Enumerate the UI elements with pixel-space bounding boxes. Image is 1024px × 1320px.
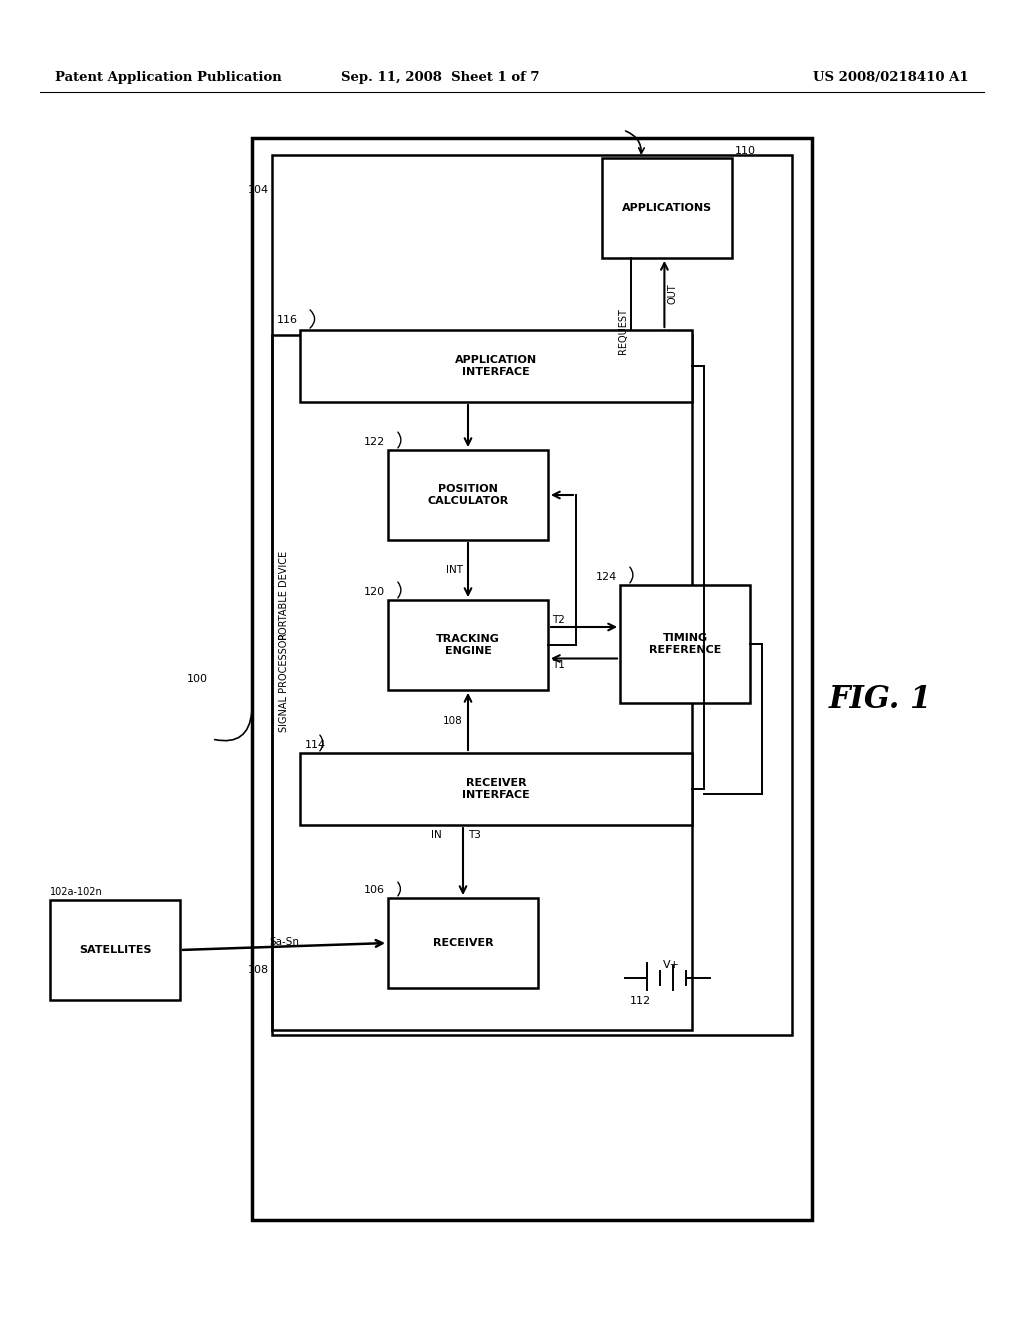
Bar [388,601,548,690]
Text: V+: V+ [663,960,680,970]
Text: PORTABLE DEVICE: PORTABLE DEVICE [279,550,289,640]
Text: 106: 106 [364,884,385,895]
Bar [300,752,692,825]
Text: US 2008/0218410 A1: US 2008/0218410 A1 [813,71,969,84]
Bar [272,335,692,1030]
Text: T2: T2 [552,615,565,624]
Text: SATELLITES: SATELLITES [79,945,152,954]
Bar [620,585,750,704]
Bar [272,154,792,1035]
Text: 104: 104 [248,185,269,195]
Bar [252,139,812,1220]
Text: RECEIVER
INTERFACE: RECEIVER INTERFACE [462,779,529,800]
Text: 112: 112 [630,997,651,1006]
Text: T1: T1 [552,660,565,671]
Text: T3: T3 [468,830,481,840]
Text: 122: 122 [364,437,385,447]
Text: 124: 124 [596,572,617,582]
Text: 100: 100 [186,675,208,684]
Text: 110: 110 [735,147,756,156]
Text: Sep. 11, 2008  Sheet 1 of 7: Sep. 11, 2008 Sheet 1 of 7 [341,71,540,84]
Bar [50,900,180,1001]
Text: APPLICATIONS: APPLICATIONS [622,203,712,213]
Text: 108: 108 [443,717,463,726]
Text: INT: INT [446,565,463,576]
Text: 116: 116 [278,315,298,325]
Bar [388,898,538,987]
Bar [388,450,548,540]
Text: 108: 108 [248,965,269,975]
Text: 102a-102n: 102a-102n [50,887,102,898]
Text: TRACKING
ENGINE: TRACKING ENGINE [436,634,500,656]
Text: SIGNAL PROCESSOR: SIGNAL PROCESSOR [279,632,289,733]
Bar [602,158,732,257]
Text: Sa-Sn: Sa-Sn [269,937,299,946]
Text: POSITION
CALCULATOR: POSITION CALCULATOR [427,484,509,506]
Text: IN: IN [431,830,441,840]
Text: RECEIVER: RECEIVER [433,939,494,948]
Text: TIMING
REFERENCE: TIMING REFERENCE [649,634,721,655]
Text: APPLICATION
INTERFACE: APPLICATION INTERFACE [455,355,537,376]
Text: REQUEST: REQUEST [617,308,628,354]
Text: FIG. 1: FIG. 1 [829,684,932,715]
Text: Patent Application Publication: Patent Application Publication [55,71,282,84]
Text: 120: 120 [364,587,385,597]
Text: OUT: OUT [668,284,678,305]
Text: 114: 114 [305,741,326,750]
Bar [300,330,692,403]
